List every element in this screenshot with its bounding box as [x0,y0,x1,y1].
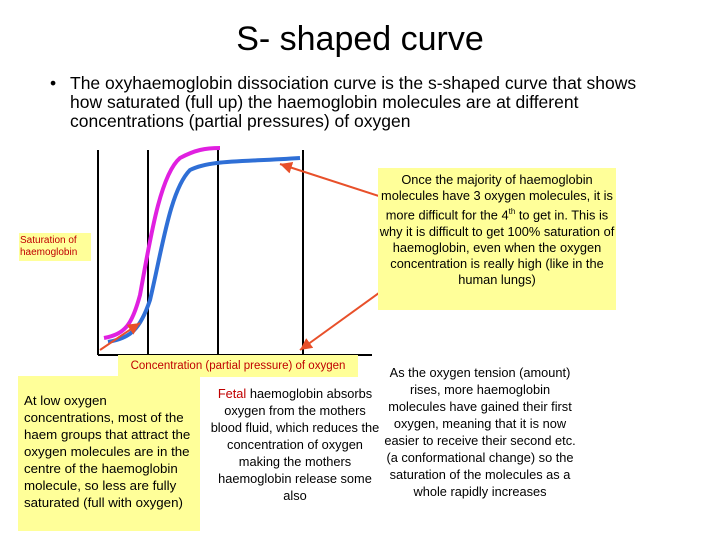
note-text: to get in. This is why it is difficult t… [379,207,615,288]
bullet-text: The oxyhaemoglobin dissociation curve is… [70,73,637,131]
arrows [99,161,386,351]
y-label: Saturation of haemoglobin [19,233,91,261]
title: S- shaped curve [236,20,484,58]
arrow [279,161,386,199]
note-text: haemoglobin absorbs oxygen from the moth… [210,386,380,503]
bullet-dot: • [50,73,57,93]
adult-curve [107,156,301,344]
bullet: • The oxyhaemoglobin dissociation curve i… [50,73,670,131]
x-label: Concentration (partial pressure) of oxyg… [118,355,358,377]
fetal-word: Fetal [217,386,247,401]
fetal-note: Fetal haemoglobin absorbs oxygen from th… [210,385,380,504]
plateau-note: Once the majority of haemoglobin molecul… [378,168,616,310]
low-note: At low oxygen concentrations, most of th… [18,376,200,531]
rise-note: As the oxygen tension (amount) rises, mo… [384,365,576,499]
arrow [99,322,141,351]
note-text: Once the majority of haemoglobin molecul… [381,172,613,223]
arrow [299,289,384,351]
fetal-curve [103,146,221,340]
note-superscript: th [508,207,516,217]
